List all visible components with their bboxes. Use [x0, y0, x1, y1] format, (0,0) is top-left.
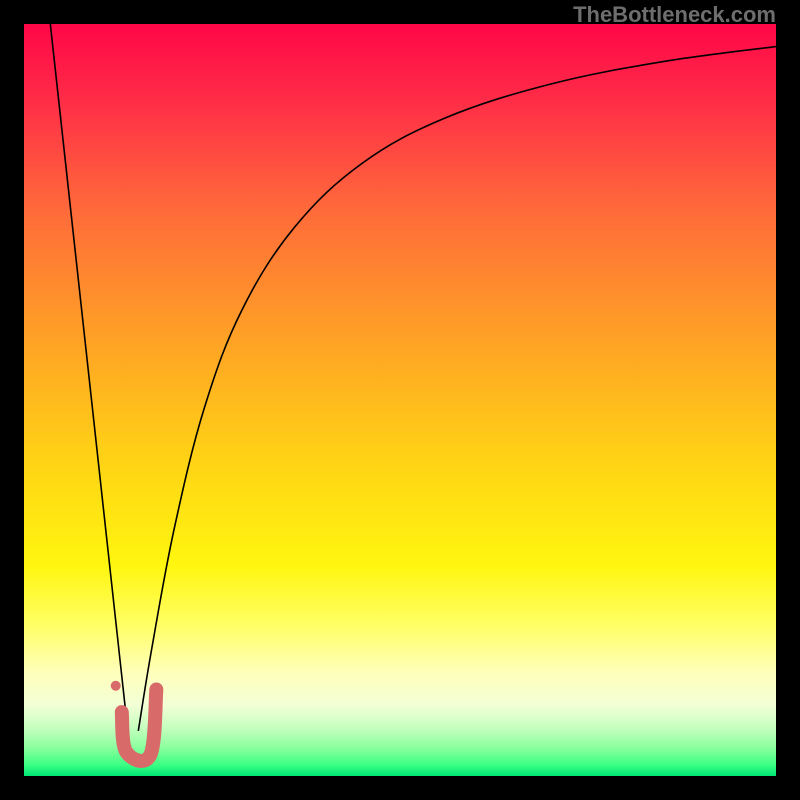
marker-dot — [111, 681, 121, 691]
watermark-text: TheBottleneck.com — [573, 2, 776, 28]
plot-area — [24, 24, 776, 776]
chart-svg — [24, 24, 776, 776]
chart-container: TheBottleneck.com — [0, 0, 800, 800]
gradient-background — [24, 24, 776, 776]
